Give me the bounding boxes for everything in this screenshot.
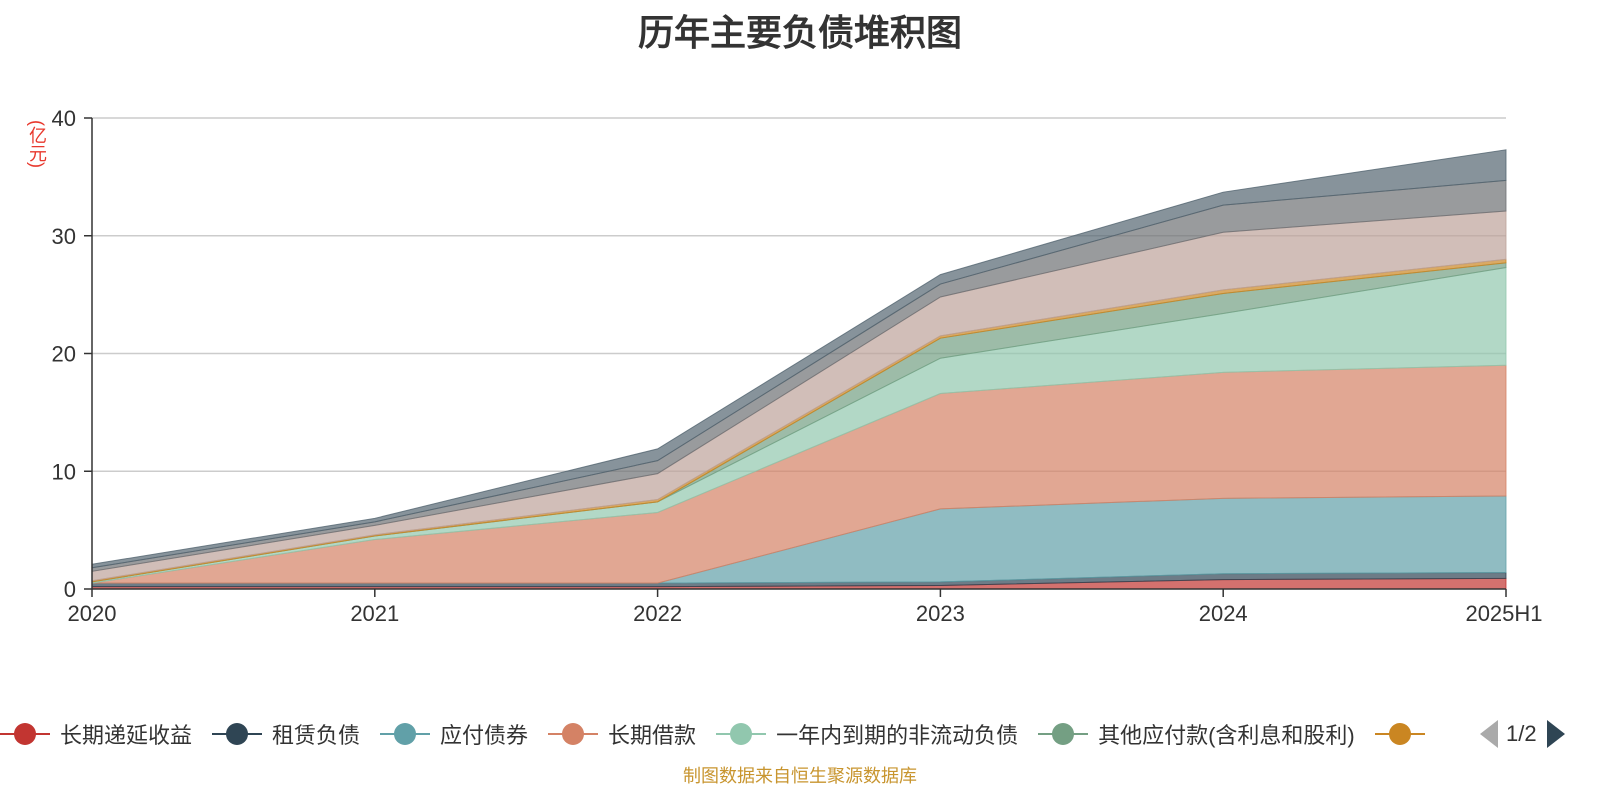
legend-label: 一年内到期的非流动负债 xyxy=(776,723,1019,748)
legend-label: 其他应付款(含利息和股利) xyxy=(1098,723,1355,748)
legend-marker-icon xyxy=(380,723,431,745)
legend-item[interactable]: 长期递延收益 xyxy=(0,714,192,754)
legend-item[interactable]: 租赁负债 xyxy=(212,714,360,754)
legend-marker-icon xyxy=(1038,723,1089,745)
legend-item[interactable]: 应付债券 xyxy=(380,714,528,754)
legend-marker-icon xyxy=(1374,723,1425,745)
axes: 0 10 20 30 40 2020 2021 2022 2023 2024 2025H1 xyxy=(52,106,1543,626)
pager-next-icon[interactable] xyxy=(1546,720,1565,748)
legend-page-indicator: 1/2 xyxy=(1506,721,1537,746)
stacked-area-chart: 0 10 20 30 40 2020 2021 2022 2023 2024 2025H1 xyxy=(52,106,1543,626)
legend-label: 租赁负债 xyxy=(272,723,361,748)
legend-label: 长期借款 xyxy=(608,723,697,748)
legend-pager: 1/2 xyxy=(1480,714,1600,754)
legend-marker-icon xyxy=(212,723,263,745)
x-tick-label: 2025H1 xyxy=(1465,601,1542,626)
legend-items: 长期递延收益 租赁负债 应付债券 长期借款 一年内到期的非流动负债 其他应付款(含利息和股… xyxy=(0,714,1470,754)
legend-marker-icon xyxy=(548,723,599,745)
y-axis-unit-label: (亿元) xyxy=(27,120,47,168)
x-tick-label: 2022 xyxy=(633,601,682,626)
legend-item[interactable]: 一年内到期的非流动负债 xyxy=(716,714,1018,754)
legend-item[interactable]: 长期借款 xyxy=(548,714,696,754)
area-series xyxy=(91,149,1507,590)
area-series-10[interactable] xyxy=(91,149,1507,569)
data-source-note: 制图数据来自恒生聚源数据库 xyxy=(683,766,917,786)
chart-title: 历年主要负债堆积图 xyxy=(637,12,962,53)
legend-label: 应付债券 xyxy=(440,723,529,748)
x-tick-label: 2021 xyxy=(350,601,399,626)
y-tick-label: 10 xyxy=(52,459,76,484)
y-tick-label: 0 xyxy=(64,577,76,602)
legend-item[interactable] xyxy=(1374,714,1435,754)
x-tick-label: 2024 xyxy=(1199,601,1248,626)
pager-prev-icon[interactable] xyxy=(1480,720,1498,748)
legend-label: 长期递延收益 xyxy=(60,723,193,748)
x-tick-label: 2020 xyxy=(68,601,117,626)
y-tick-label: 40 xyxy=(52,106,76,131)
y-tick-label: 20 xyxy=(52,342,76,367)
legend-marker-icon xyxy=(716,723,767,745)
legend-marker-icon xyxy=(0,723,50,745)
legend-item[interactable]: 其他应付款(含利息和股利) xyxy=(1038,714,1355,754)
x-tick-label: 2023 xyxy=(916,601,965,626)
legend: 长期递延收益 租赁负债 应付债券 长期借款 一年内到期的非流动负债 其他应付款(含利息和股… xyxy=(0,714,1600,754)
y-tick-label: 30 xyxy=(52,224,76,249)
